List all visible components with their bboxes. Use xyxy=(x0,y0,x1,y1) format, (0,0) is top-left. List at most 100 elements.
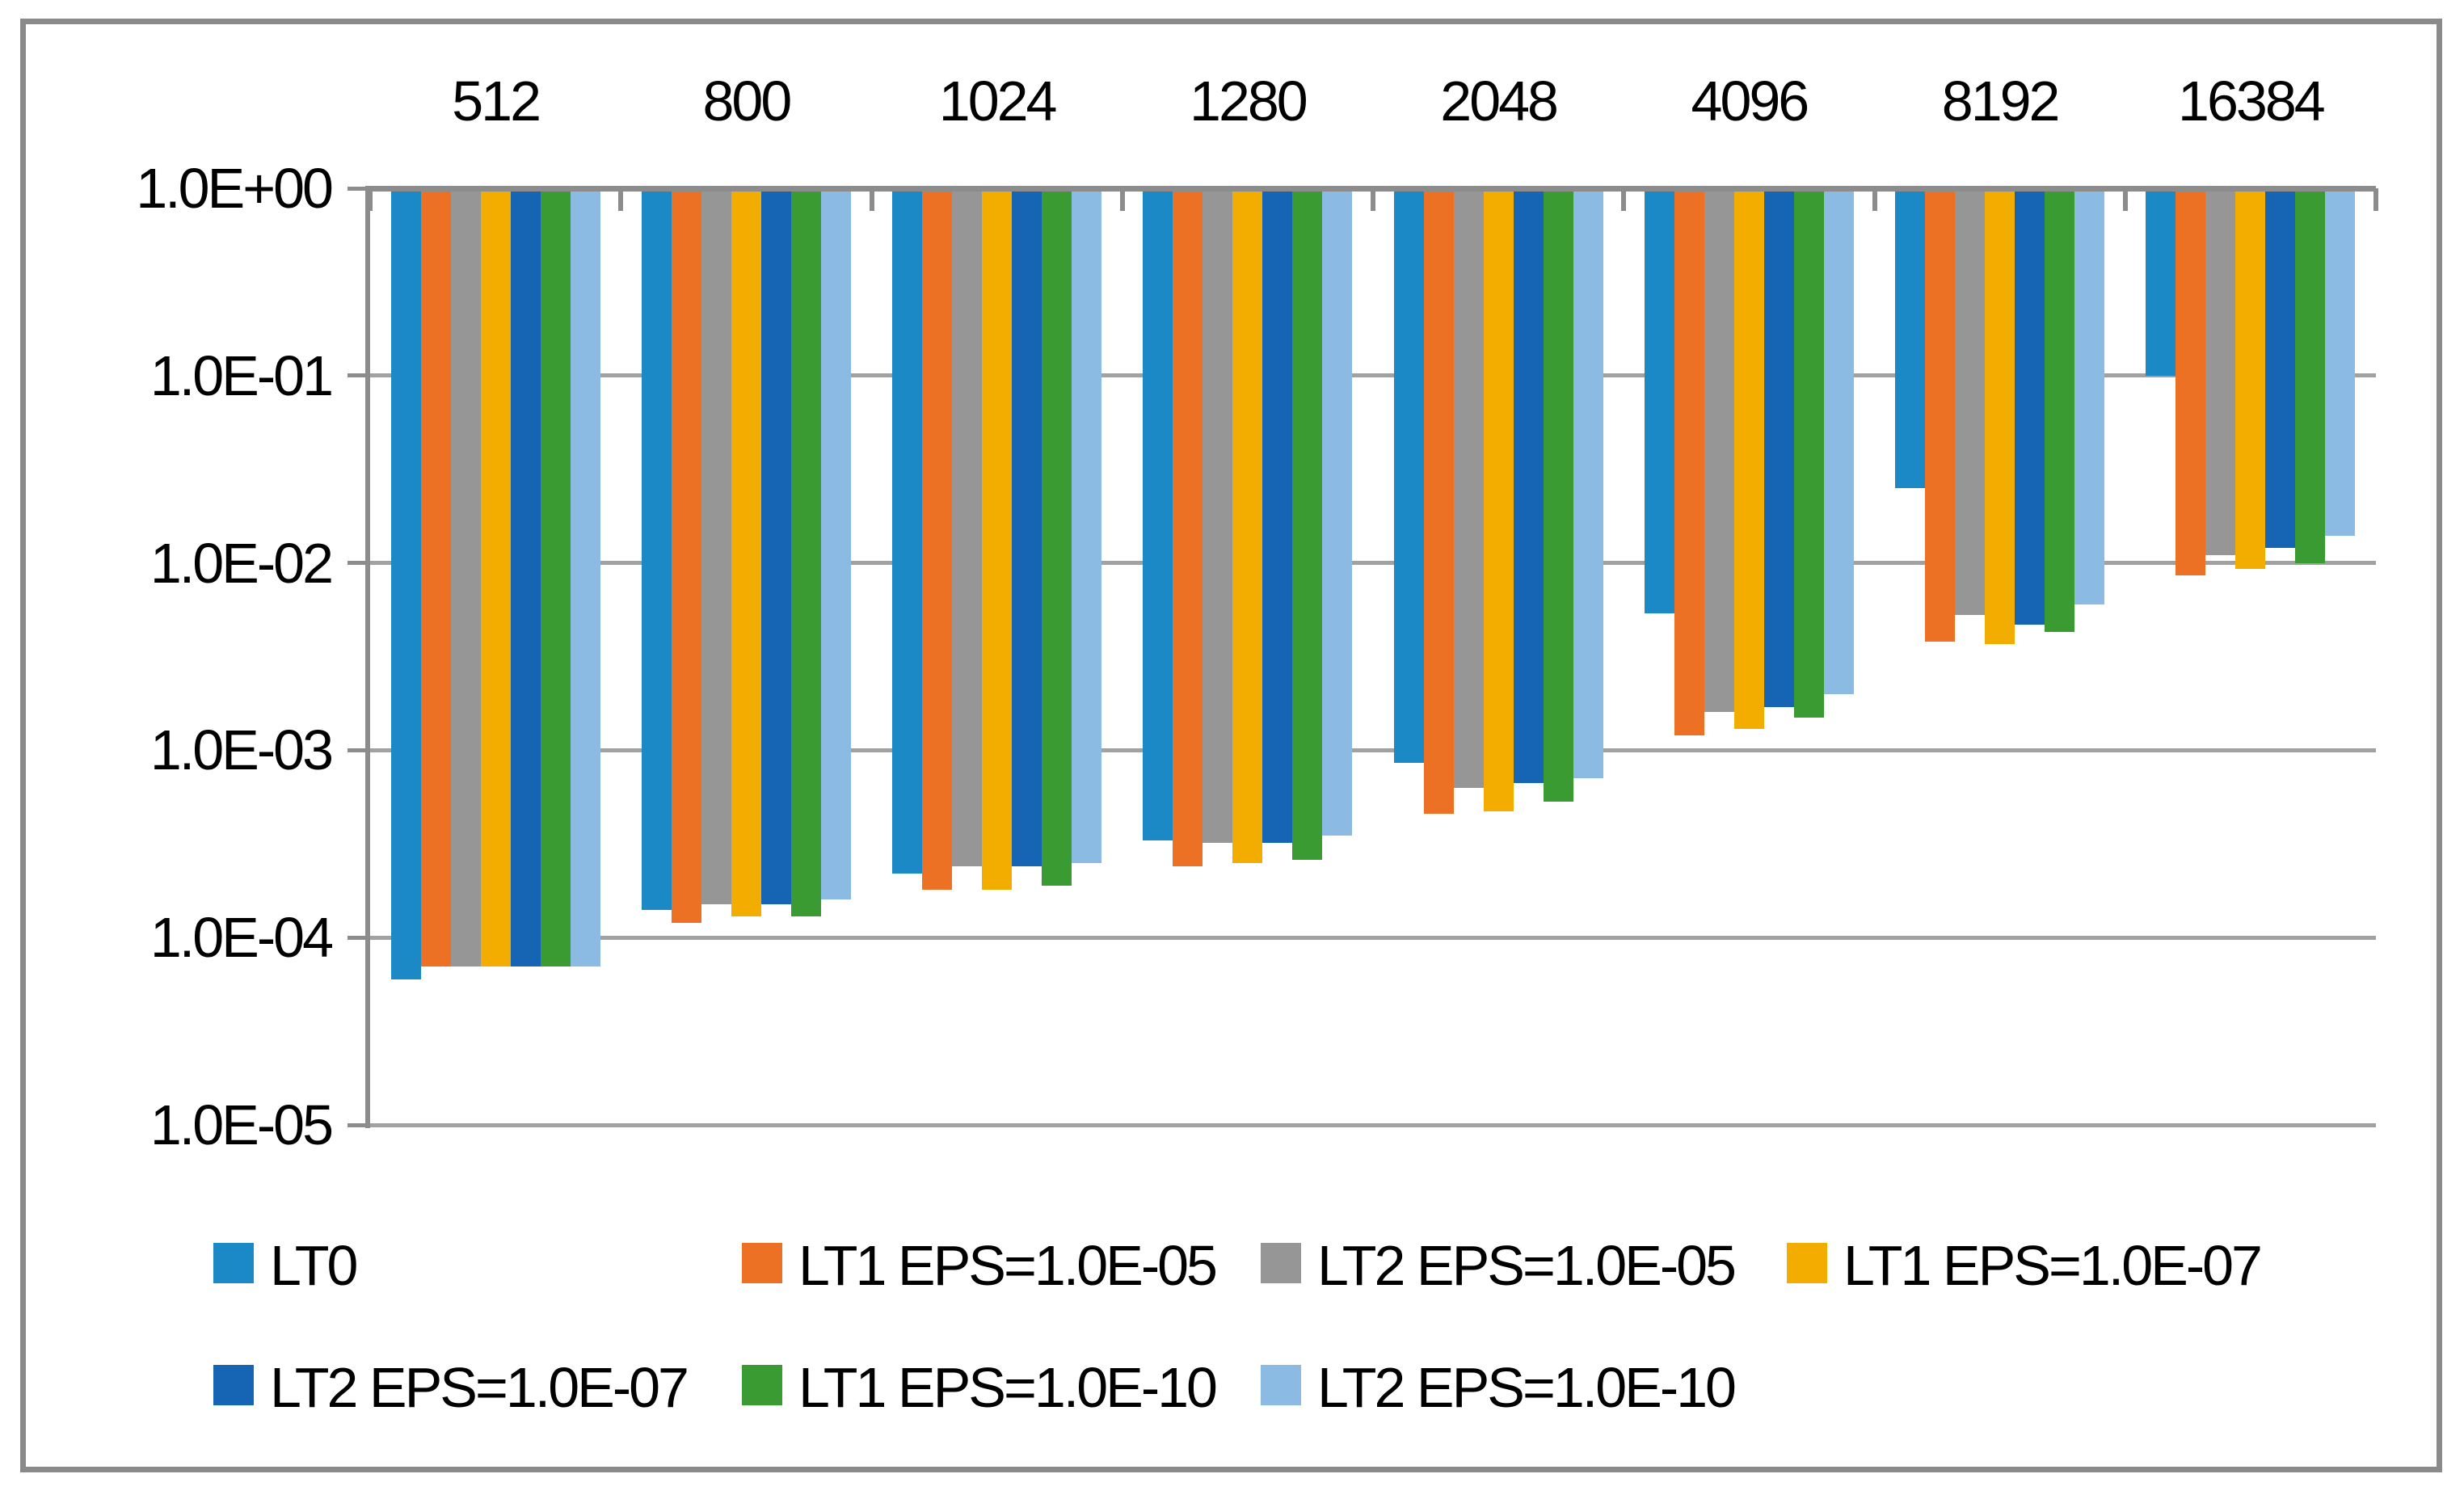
bar-800-series-5 xyxy=(790,188,821,916)
bar-2048-series-0 xyxy=(1393,188,1424,763)
bar-800-series-4 xyxy=(760,188,791,905)
bar-2048-series-3 xyxy=(1483,188,1514,812)
bar-4096-series-2 xyxy=(1704,188,1734,713)
bar-1024-series-2 xyxy=(952,188,983,867)
x-axis-tick xyxy=(368,188,373,211)
bar-2048-series-4 xyxy=(1513,188,1544,783)
legend-label: LT2 EPS=1.0E-10 xyxy=(1317,1356,1737,1419)
bar-16384-series-1 xyxy=(2175,188,2206,575)
legend-swatch xyxy=(1261,1365,1301,1405)
y-tick-label: 1.0E-04 xyxy=(150,906,334,970)
legend-swatch xyxy=(1787,1243,1827,1283)
bar-1280-series-0 xyxy=(1143,188,1173,840)
bar-1024-series-3 xyxy=(982,188,1013,891)
bar-800-series-0 xyxy=(641,188,672,911)
y-axis-line xyxy=(365,185,370,1128)
bar-4096-series-1 xyxy=(1674,188,1704,736)
bar-8192-series-4 xyxy=(2015,188,2045,625)
legend-label: LT1 EPS=1.0E-05 xyxy=(798,1234,1218,1297)
category-label: 16384 xyxy=(2178,69,2326,133)
category-label: 8192 xyxy=(1941,69,2061,133)
bar-1024-series-5 xyxy=(1042,188,1072,886)
bar-1024-series-1 xyxy=(922,188,953,891)
gridline xyxy=(347,935,2376,940)
gridline xyxy=(347,748,2376,752)
x-axis-tick xyxy=(618,188,624,211)
bar-4096-series-3 xyxy=(1733,188,1764,729)
gridline xyxy=(347,561,2376,566)
bar-16384-series-4 xyxy=(2265,188,2296,549)
bar-4096-series-5 xyxy=(1793,188,1824,718)
bar-1280-series-3 xyxy=(1232,188,1263,863)
bar-8192-series-6 xyxy=(2074,188,2105,605)
x-axis-tick xyxy=(869,188,874,211)
y-tick-label: 1.0E-03 xyxy=(150,718,334,782)
bar-800-series-6 xyxy=(820,188,851,899)
y-axis-tick xyxy=(347,935,370,940)
bar-16384-series-2 xyxy=(2205,188,2236,555)
legend-swatch xyxy=(742,1365,782,1405)
bar-2048-series-1 xyxy=(1423,188,1454,814)
bar-800-series-2 xyxy=(701,188,731,905)
bar-2048-series-6 xyxy=(1573,188,1603,778)
bar-4096-series-4 xyxy=(1763,188,1794,707)
bar-1280-series-2 xyxy=(1203,188,1233,844)
bar-1280-series-6 xyxy=(1322,188,1353,836)
category-label: 512 xyxy=(452,69,541,133)
legend-label: LT0 xyxy=(270,1234,358,1297)
bar-8192-series-2 xyxy=(1955,188,1986,615)
bar-16384-series-5 xyxy=(2295,188,2326,563)
x-axis-tick xyxy=(1371,188,1375,211)
y-tick-label: 1.0E+00 xyxy=(136,157,334,220)
x-axis-tick xyxy=(2122,188,2128,211)
y-axis-tick xyxy=(347,1122,370,1127)
bar-16384-series-6 xyxy=(2325,188,2356,536)
legend-label: LT1 EPS=1.0E-07 xyxy=(1843,1234,2263,1297)
bar-8192-series-3 xyxy=(1985,188,2015,644)
bar-800-series-3 xyxy=(731,188,761,916)
y-axis-tick xyxy=(347,748,370,752)
legend-label: LT1 EPS=1.0E-10 xyxy=(798,1356,1218,1419)
bar-8192-series-0 xyxy=(1895,188,1926,489)
y-tick-label: 1.0E-02 xyxy=(150,531,334,595)
bar-1280-series-1 xyxy=(1173,188,1203,867)
bar-4096-series-0 xyxy=(1644,188,1674,613)
bar-16384-series-0 xyxy=(2146,188,2176,376)
bar-8192-series-5 xyxy=(2045,188,2075,632)
bar-512-series-2 xyxy=(450,188,481,967)
x-axis-tick xyxy=(1872,188,1877,211)
y-axis-tick xyxy=(347,373,370,378)
bar-1024-series-6 xyxy=(1072,188,1102,863)
category-label: 1024 xyxy=(938,69,1058,133)
y-axis-tick xyxy=(347,186,370,191)
legend-swatch xyxy=(213,1243,254,1283)
x-axis-tick xyxy=(1621,188,1627,211)
bar-1280-series-4 xyxy=(1262,188,1293,844)
gridline xyxy=(347,1122,2376,1127)
category-label: 4096 xyxy=(1691,69,1810,133)
legend-swatch xyxy=(1261,1243,1301,1283)
bar-512-series-3 xyxy=(480,188,511,967)
bar-8192-series-1 xyxy=(1925,188,1956,642)
category-label: 1280 xyxy=(1190,69,1308,133)
bar-16384-series-3 xyxy=(2235,188,2266,569)
legend-label: LT2 EPS=1.0E-07 xyxy=(270,1356,689,1419)
legend-swatch xyxy=(742,1243,782,1283)
bar-512-series-1 xyxy=(420,188,451,967)
bar-512-series-0 xyxy=(390,188,421,979)
y-tick-label: 1.0E-01 xyxy=(150,343,334,407)
bar-512-series-5 xyxy=(540,188,571,967)
category-label: 800 xyxy=(702,69,792,133)
category-label: 2048 xyxy=(1440,69,1559,133)
bar-512-series-6 xyxy=(570,188,600,967)
legend-label: LT2 EPS=1.0E-05 xyxy=(1317,1234,1737,1297)
bar-512-series-4 xyxy=(510,188,541,967)
x-axis-tick xyxy=(2373,188,2378,211)
bar-2048-series-2 xyxy=(1453,188,1484,788)
legend-swatch xyxy=(213,1365,254,1405)
y-axis-tick xyxy=(347,561,370,566)
bar-800-series-1 xyxy=(671,188,701,923)
bar-4096-series-6 xyxy=(1823,188,1854,694)
bar-2048-series-5 xyxy=(1543,188,1573,802)
gridline xyxy=(347,373,2376,378)
